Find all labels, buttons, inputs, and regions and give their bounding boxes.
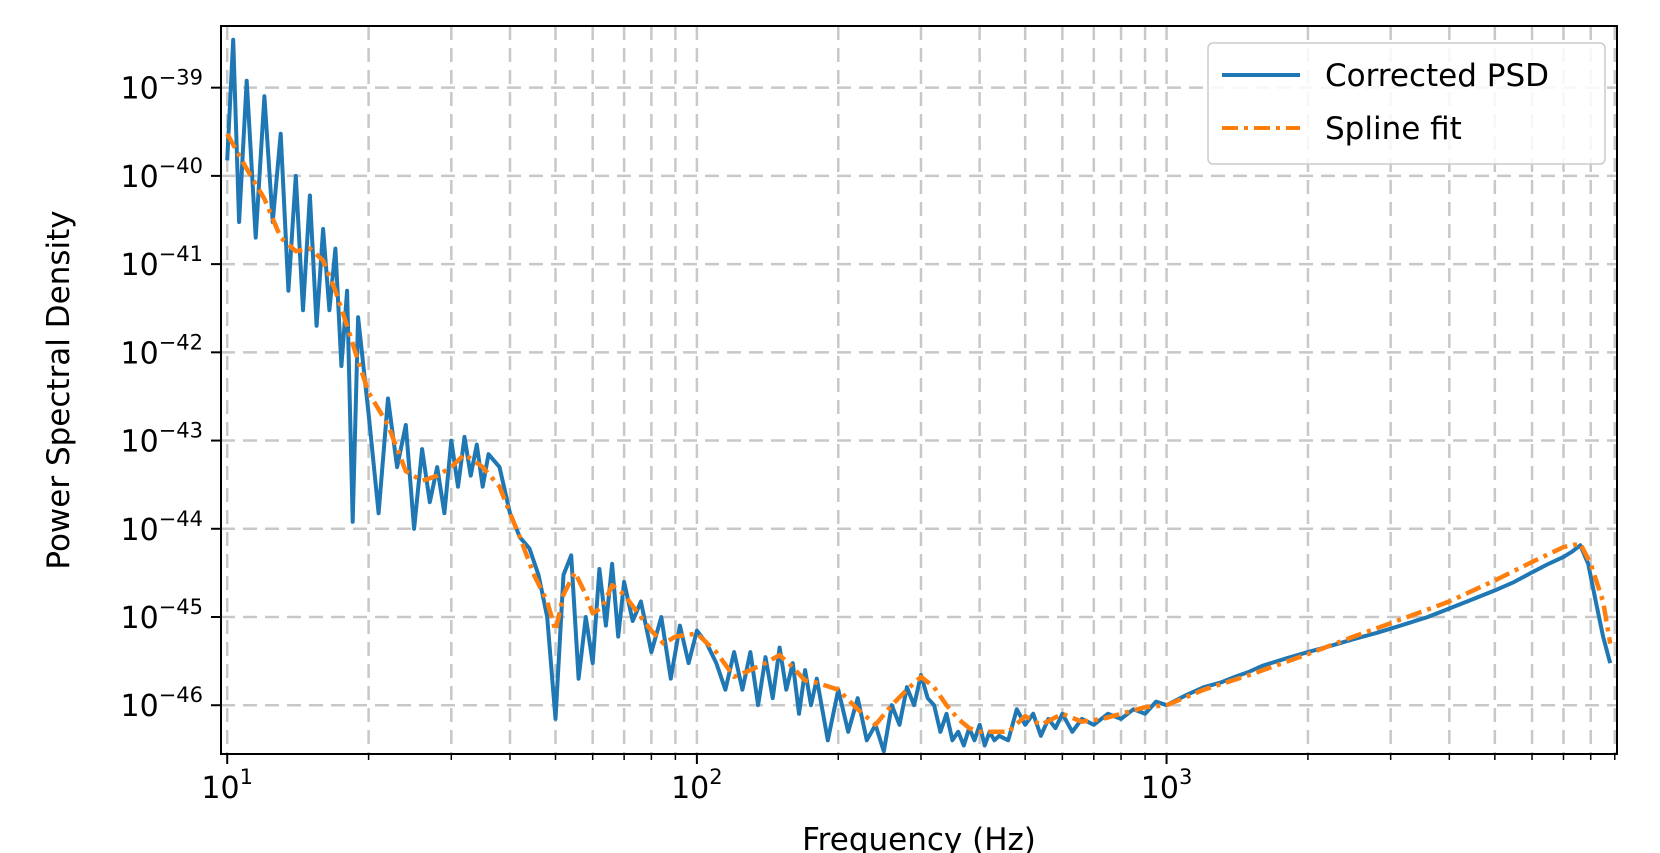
y-axis-title: Power Spectral Density	[41, 210, 77, 569]
legend-label-corrected-psd: Corrected PSD	[1325, 58, 1549, 94]
series-layer	[225, 37, 1613, 754]
plot-frame	[220, 25, 1618, 755]
x-tick-label: 101	[201, 765, 253, 806]
y-tick-label: 10−40	[120, 154, 203, 195]
y-tick-label: 10−41	[120, 242, 203, 283]
x-tick-label: 103	[1141, 765, 1193, 806]
y-tick-label: 10−43	[120, 419, 203, 460]
y-tick-label: 10−46	[120, 683, 203, 724]
axis-ticks	[211, 86, 1616, 764]
legend-box	[1207, 42, 1606, 165]
y-tick-label: 10−44	[120, 507, 203, 548]
y-tick-label: 10−45	[120, 595, 203, 636]
y-tick-label: 10−39	[120, 66, 203, 107]
tick-labels: 10−39 10−40 10−41 10−42 10−43 10−44 10−45 10−46…	[120, 66, 1192, 806]
series-line-spline-fit	[225, 132, 1613, 735]
x-axis-title: Frequency (Hz)	[802, 822, 1036, 853]
grid-lines	[221, 26, 1617, 754]
y-tick-label: 10−42	[120, 330, 203, 371]
legend-label-spline-fit: Spline fit	[1325, 111, 1462, 147]
legend: Corrected PSD Spline fit	[1207, 42, 1606, 165]
x-tick-label: 102	[671, 765, 723, 806]
